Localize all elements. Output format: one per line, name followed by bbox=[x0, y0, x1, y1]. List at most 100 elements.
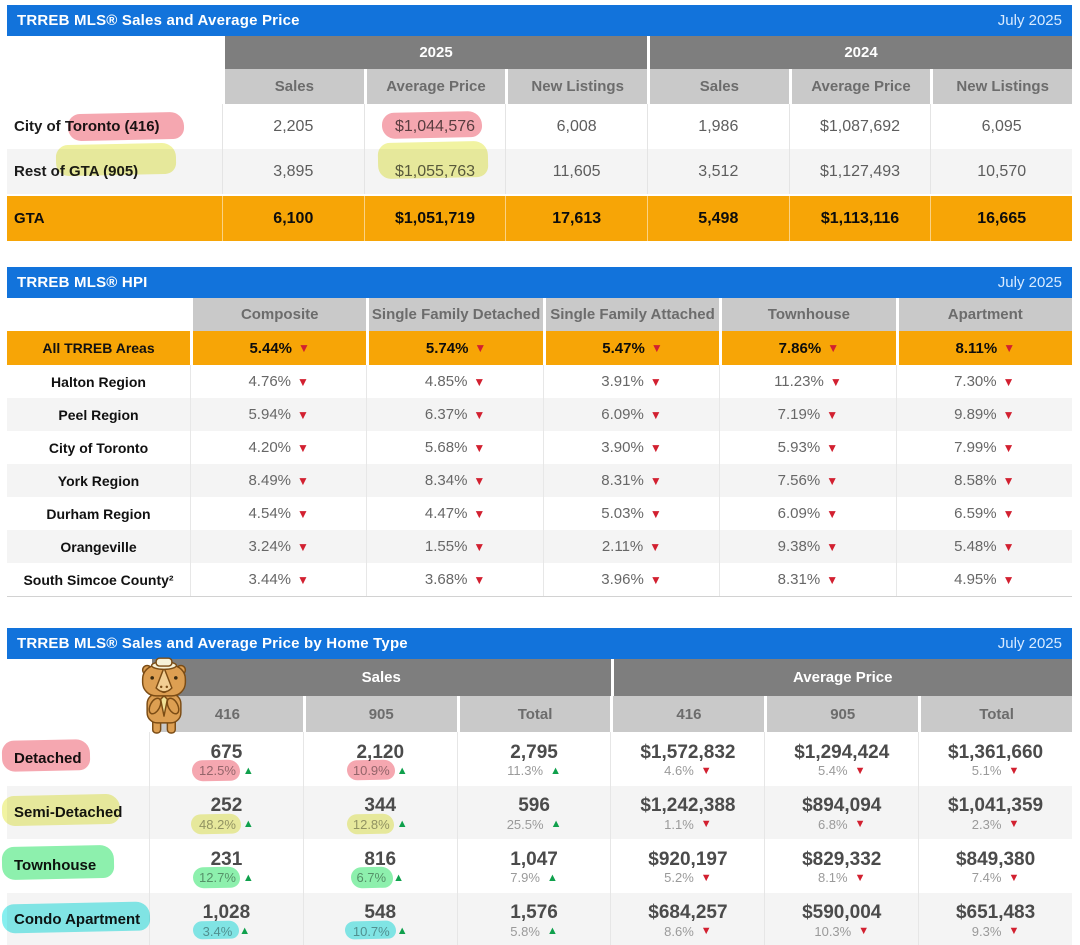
down-arrow-icon: ▼ bbox=[858, 925, 870, 938]
cell-value: $1,041,359 2.3% ▼ bbox=[918, 785, 1072, 839]
cell-value: 3.96% ▼ bbox=[542, 563, 719, 596]
down-arrow-icon: ▼ bbox=[473, 572, 486, 587]
table-row: Durham Region 4.54% ▼ 4.47% ▼ 5.03% ▼ 6.09%… bbox=[7, 497, 1072, 530]
up-arrow-icon: ▲ bbox=[396, 818, 408, 831]
sales-value: 1,047 bbox=[510, 848, 558, 870]
cell-value: $1,361,660 5.1% ▼ bbox=[918, 732, 1072, 786]
cell-value: 6.59% ▼ bbox=[895, 497, 1072, 530]
cell-value: 16,665 bbox=[930, 196, 1072, 241]
hpi-value: 2.11% bbox=[601, 538, 644, 555]
sales-value: 1,576 bbox=[510, 902, 558, 924]
table1-corner-cell bbox=[7, 36, 222, 69]
hpi-value: 3.24% bbox=[248, 538, 292, 555]
cell-value: 11,605 bbox=[505, 149, 647, 194]
cell-value: $651,483 9.3% ▼ bbox=[918, 892, 1072, 945]
up-arrow-icon: ▲ bbox=[393, 871, 404, 884]
cell-value: $684,257 8.6% ▼ bbox=[610, 892, 764, 945]
change-value: 6.8% bbox=[817, 816, 848, 832]
down-arrow-icon: ▼ bbox=[1002, 407, 1015, 422]
cell-value: $1,051,719 bbox=[363, 196, 506, 241]
hpi-value: 6.37% bbox=[424, 406, 468, 423]
row-label: South Simcoe County² bbox=[23, 571, 174, 588]
cell-value: 4.85% ▼ bbox=[366, 365, 542, 398]
cell-value: $1,055,763 bbox=[363, 149, 506, 194]
cell-value: 252 48.2% ▲ bbox=[149, 785, 303, 839]
cell-value: 9.89% ▼ bbox=[895, 398, 1072, 431]
change-value: 6.7% bbox=[356, 870, 387, 886]
table-row: York Region 8.49% ▼ 8.34% ▼ 8.31% ▼ 7.56% ▼ … bbox=[7, 464, 1072, 497]
table2-period: July 2025 bbox=[997, 274, 1062, 291]
down-arrow-icon: ▼ bbox=[297, 440, 309, 455]
cell-value: 1,047 7.9% ▲ bbox=[456, 839, 611, 893]
change-value: 7.9% bbox=[510, 870, 540, 886]
cell-value: 8.11% ▼ bbox=[895, 331, 1072, 365]
row-label: Townhouse bbox=[14, 857, 97, 875]
sales-avg-price-table: TRREB MLS® Sales and Average Price July … bbox=[7, 5, 1072, 241]
up-arrow-icon: ▲ bbox=[546, 871, 558, 884]
row-label: Semi-Detached bbox=[14, 803, 123, 821]
table3-corner-cell bbox=[7, 696, 149, 732]
change-value: 4.6% bbox=[664, 763, 694, 779]
cell-value: $894,094 6.8% ▼ bbox=[764, 785, 918, 839]
cell-value: 6.09% ▼ bbox=[719, 497, 895, 530]
price-value: $590,004 bbox=[802, 902, 882, 924]
sales-value: 344 bbox=[364, 795, 397, 817]
hpi-value: 5.94% bbox=[248, 406, 292, 423]
down-arrow-icon: ▼ bbox=[826, 473, 839, 488]
row-label: City of Toronto bbox=[48, 439, 149, 456]
cell-value: 3.90% ▼ bbox=[542, 431, 719, 464]
sales-value: 816 bbox=[364, 848, 397, 870]
hpi-value: 6.09% bbox=[601, 406, 644, 423]
down-arrow-icon: ▼ bbox=[1002, 539, 1015, 554]
table1-period: July 2025 bbox=[997, 12, 1062, 29]
cell-value: 3,512 bbox=[647, 149, 789, 194]
cell-value: 8.49% ▼ bbox=[190, 464, 366, 497]
down-arrow-icon: ▼ bbox=[854, 871, 866, 884]
hpi-value: 9.38% bbox=[777, 538, 821, 555]
price-value: $1,242,388 bbox=[640, 795, 736, 817]
down-arrow-icon: ▼ bbox=[473, 506, 486, 521]
hpi-value: 8.58% bbox=[954, 472, 997, 489]
sales-value: 252 bbox=[210, 795, 243, 817]
down-arrow-icon: ▼ bbox=[826, 407, 839, 422]
cell-value: 3.91% ▼ bbox=[542, 365, 719, 398]
hpi-value: 11.23% bbox=[774, 373, 824, 390]
cell-value: 1,576 5.8% ▲ bbox=[456, 892, 611, 945]
up-arrow-icon: ▲ bbox=[396, 925, 408, 938]
change-value: 2.3% bbox=[971, 816, 1002, 832]
hpi-value: 3.96% bbox=[601, 571, 644, 588]
cell-value: 7.56% ▼ bbox=[719, 464, 895, 497]
table2-corner-cell bbox=[7, 298, 190, 331]
sales-value: 2,120 bbox=[356, 741, 405, 763]
change-value: 8.6% bbox=[664, 923, 694, 939]
column-header: New Listings bbox=[505, 69, 647, 104]
price-value: $920,197 bbox=[648, 848, 728, 870]
cell-value: 7.99% ▼ bbox=[895, 431, 1072, 464]
hpi-value: 7.56% bbox=[777, 472, 821, 489]
up-arrow-icon: ▲ bbox=[239, 925, 251, 938]
cell-value: 10,570 bbox=[930, 149, 1072, 194]
cell-value: $590,004 10.3% ▼ bbox=[764, 892, 918, 945]
cell-value: $1,113,116 bbox=[788, 196, 931, 241]
row-label: Detached bbox=[14, 750, 82, 768]
down-arrow-icon: ▼ bbox=[297, 407, 309, 422]
down-arrow-icon: ▼ bbox=[649, 374, 662, 389]
hpi-value: 6.09% bbox=[777, 505, 821, 522]
hpi-value: 4.47% bbox=[424, 505, 468, 522]
hpi-value: 4.76% bbox=[248, 373, 292, 390]
cell-value: 8.31% ▼ bbox=[719, 563, 895, 596]
price-value: $1,361,660 bbox=[948, 741, 1044, 763]
change-value: 10.9% bbox=[352, 763, 390, 779]
cell-value: 2.11% ▼ bbox=[542, 530, 719, 563]
down-arrow-icon: ▼ bbox=[649, 572, 662, 587]
cell-value: $1,242,388 1.1% ▼ bbox=[610, 785, 764, 839]
cell-value: 6,100 bbox=[222, 196, 364, 241]
cell-value: $920,197 5.2% ▼ bbox=[610, 839, 764, 893]
cell-value: 9.38% ▼ bbox=[719, 530, 895, 563]
cell-value: 7.30% ▼ bbox=[895, 365, 1072, 398]
column-header: Townhouse bbox=[719, 298, 896, 331]
cell-value: $829,332 8.1% ▼ bbox=[764, 839, 918, 893]
change-value: 12.7% bbox=[199, 870, 236, 886]
down-arrow-icon: ▼ bbox=[826, 506, 839, 521]
price-value: $894,094 bbox=[802, 795, 882, 817]
